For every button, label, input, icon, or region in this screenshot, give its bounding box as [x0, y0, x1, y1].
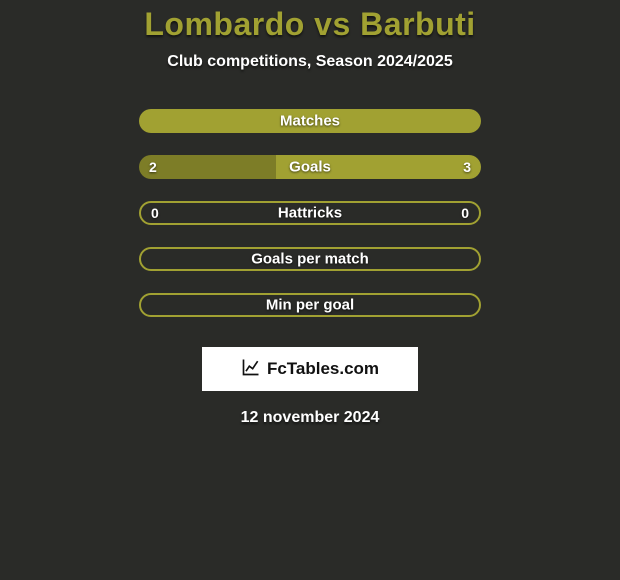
page-subtitle: Club competitions, Season 2024/2025 [167, 53, 452, 71]
bar-fill-left [139, 155, 276, 179]
stat-label: Goals per match [251, 251, 369, 268]
chart-icon [241, 357, 261, 382]
stat-bar: Hattricks 0 0 [139, 201, 481, 225]
stat-bar: Matches [139, 109, 481, 133]
comparison-row: Goals per match [139, 247, 481, 271]
content: Lombardo vs Barbuti Club competitions, S… [0, 0, 620, 580]
right-value: 0 [461, 205, 469, 221]
stat-label: Goals [289, 159, 331, 176]
comparison-row: Min per goal [139, 293, 481, 317]
date-text: 12 november 2024 [241, 409, 380, 427]
comparison-row: Matches [139, 109, 481, 133]
stat-label: Hattricks [278, 205, 342, 222]
stat-label: Matches [280, 113, 340, 130]
stat-label: Min per goal [266, 297, 354, 314]
page-title: Lombardo vs Barbuti [144, 6, 475, 43]
stat-bar: Min per goal [139, 293, 481, 317]
left-value: 0 [151, 205, 159, 221]
brand-badge: FcTables.com [202, 347, 418, 391]
stat-bar: Goals per match [139, 247, 481, 271]
left-value: 2 [149, 159, 157, 175]
comparison-row: Hattricks 0 0 [139, 201, 481, 225]
stat-bar: Goals 2 3 [139, 155, 481, 179]
comparison-rows: Matches Goals 2 3 Hattricks 0 0 Goals per match… [139, 109, 481, 339]
comparison-row: Goals 2 3 [139, 155, 481, 179]
brand-text: FcTables.com [267, 359, 379, 379]
right-value: 3 [463, 159, 471, 175]
